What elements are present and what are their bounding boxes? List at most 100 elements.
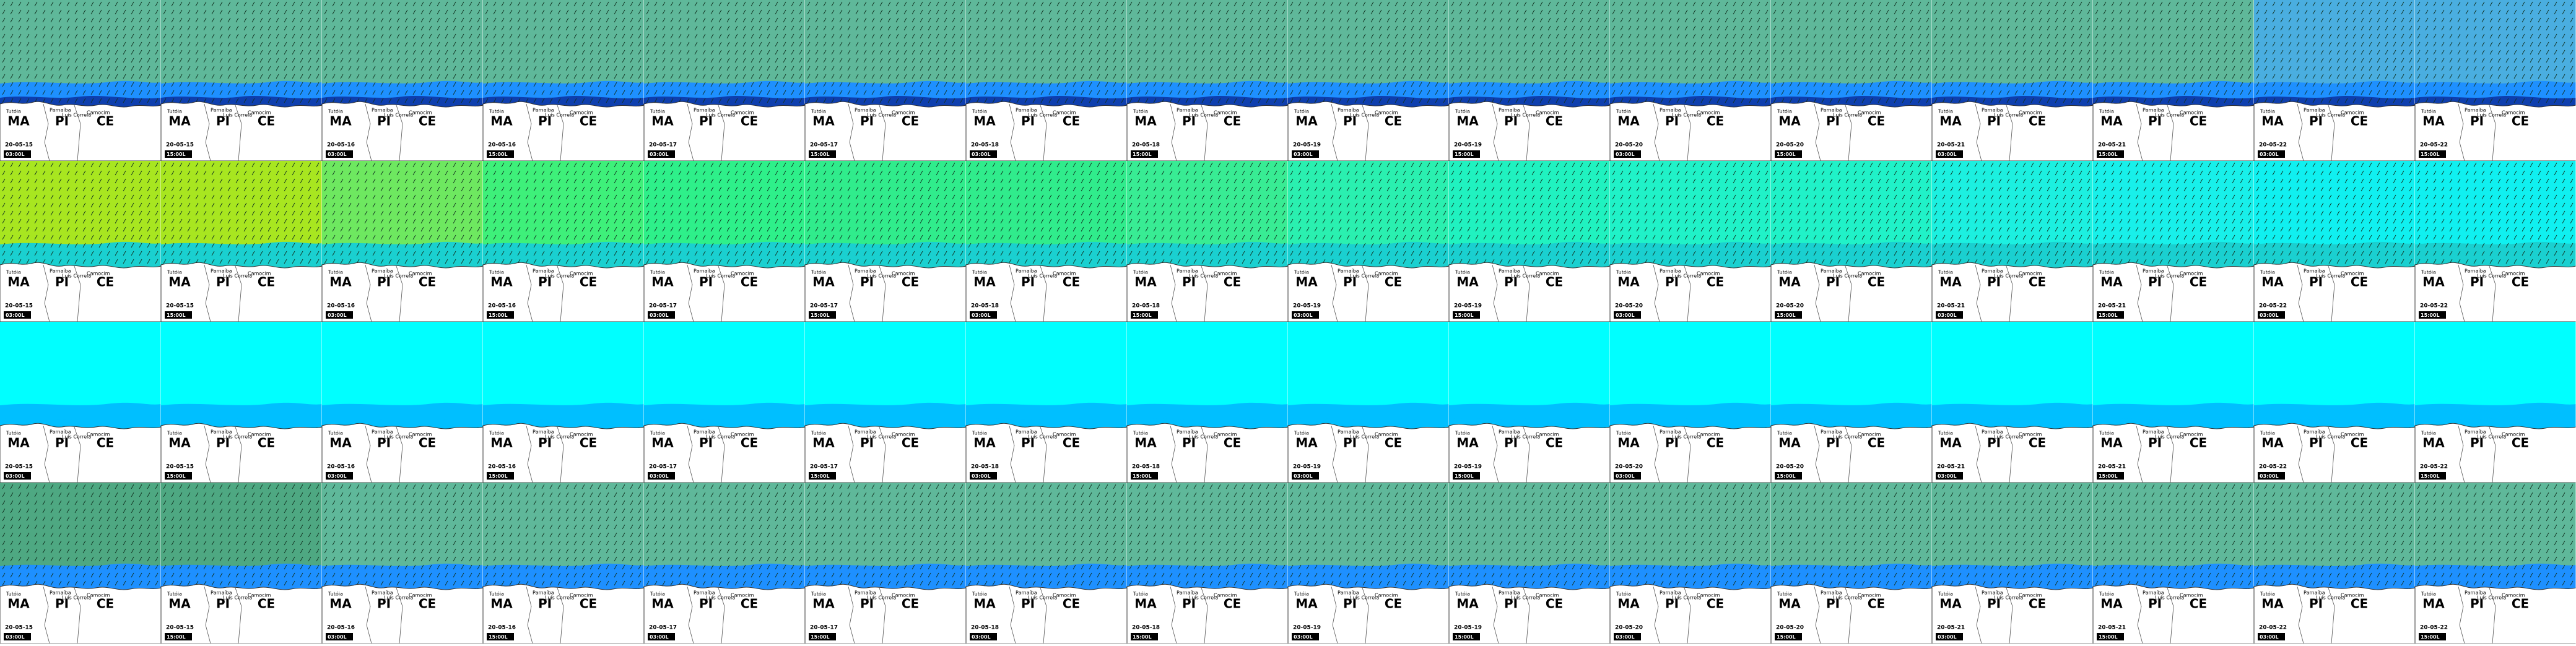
city-label: Tutóia xyxy=(1133,430,1148,436)
state-label: PI xyxy=(2148,275,2162,290)
city-label: Tutóia xyxy=(2421,108,2436,114)
city-label: Parnaíba xyxy=(372,590,393,596)
city-label: Tutóia xyxy=(489,269,504,275)
city-label: Luís Correia xyxy=(867,273,896,279)
panel-time: 03:00L xyxy=(6,634,25,640)
city-label: Camocim xyxy=(1697,271,1720,277)
city-label: Luís Correia xyxy=(706,434,735,440)
wind-arrows xyxy=(1610,161,1771,266)
panel-time: 03:00L xyxy=(650,312,669,318)
time-box xyxy=(1453,472,1480,480)
state-label: MA xyxy=(1939,596,1962,611)
time-box xyxy=(1453,311,1480,319)
land xyxy=(2092,423,2255,483)
panel-time: 15:00L xyxy=(2421,312,2440,318)
panel-time: 03:00L xyxy=(1616,152,1635,157)
land xyxy=(2414,423,2576,483)
city-label: Parnaíba xyxy=(533,429,554,435)
time-box xyxy=(1936,472,1963,480)
city-label: Luís Correia xyxy=(2477,273,2506,279)
state-label: MA xyxy=(490,275,513,290)
time-box xyxy=(2258,472,2285,480)
panel-time: 03:00L xyxy=(1294,634,1313,640)
wind-arrows xyxy=(2254,161,2415,266)
city-label: Tutóia xyxy=(328,269,343,275)
wind-arrows xyxy=(805,483,966,588)
city-label: Tutóia xyxy=(1777,591,1792,597)
state-label: CE xyxy=(1868,436,1885,450)
state-label: PI xyxy=(377,436,391,450)
city-label: Tutóia xyxy=(1294,269,1309,275)
panel-date: 20-05-15 xyxy=(166,625,194,631)
state-border xyxy=(687,425,725,483)
wind-arrows xyxy=(322,483,483,588)
land xyxy=(643,101,806,162)
panel-date: 20-05-19 xyxy=(1454,303,1482,309)
state-label: MA xyxy=(2261,114,2284,129)
city-label: Camocim xyxy=(248,271,271,277)
state-label: CE xyxy=(2512,275,2529,290)
time-box xyxy=(1936,633,1963,640)
panel-date: 20-05-15 xyxy=(5,625,33,631)
land xyxy=(321,423,484,483)
state-label: CE xyxy=(2190,114,2207,129)
city-label: Luís Correia xyxy=(545,273,574,279)
city-label: Camocim xyxy=(731,271,754,277)
city-label: Tutóia xyxy=(6,269,21,275)
city-label: Parnaíba xyxy=(694,108,715,113)
city-label: Parnaíba xyxy=(211,590,232,596)
panel-date: 20-05-15 xyxy=(5,303,33,309)
state-label: CE xyxy=(580,114,597,129)
city-label: Parnaíba xyxy=(1499,590,1520,596)
panel-time: 03:00L xyxy=(6,312,25,318)
state-label: CE xyxy=(580,596,597,611)
city-label: Camocim xyxy=(1214,110,1237,116)
city-label: Tutóia xyxy=(2260,430,2275,436)
wind-arrows xyxy=(2093,483,2254,588)
panel-date: 20-05-17 xyxy=(649,303,677,309)
panel-date: 20-05-22 xyxy=(2259,625,2287,631)
panel-date: 20-05-20 xyxy=(1776,464,1804,470)
city-label: Parnaíba xyxy=(2304,590,2325,596)
city-label: Luís Correia xyxy=(1028,113,1057,118)
city-label: Tutóia xyxy=(489,108,504,114)
state-label: PI xyxy=(2148,114,2162,129)
panel-date: 20-05-20 xyxy=(1776,142,1804,149)
city-label: Tutóia xyxy=(1616,269,1631,275)
city-label: Parnaíba xyxy=(694,590,715,596)
panel-time: 15:00L xyxy=(1455,312,1474,318)
panel-time: 15:00L xyxy=(1133,152,1152,157)
state-label: PI xyxy=(860,596,874,611)
state-label: PI xyxy=(55,436,69,450)
state-label: PI xyxy=(1182,275,1196,290)
wind-arrows xyxy=(2093,161,2254,266)
panel-date: 20-05-17 xyxy=(810,464,838,470)
state-label: CE xyxy=(97,275,114,290)
panel-time: 15:00L xyxy=(811,634,830,640)
state-label: CE xyxy=(2351,436,2368,450)
wind-arrows xyxy=(1127,483,1288,588)
state-label: MA xyxy=(973,275,996,290)
state-label: PI xyxy=(2148,596,2162,611)
panel-time: 03:00L xyxy=(328,152,347,157)
panel-time: 03:00L xyxy=(1294,312,1313,318)
state-label: PI xyxy=(1987,275,2001,290)
city-label: Luís Correia xyxy=(1672,595,1701,601)
state-label: PI xyxy=(2470,436,2484,450)
city-label: Parnaíba xyxy=(855,108,876,113)
city-label: Tutóia xyxy=(1294,430,1309,436)
time-box xyxy=(1614,150,1641,158)
time-box xyxy=(1775,150,1802,158)
state-label: CE xyxy=(1385,436,1402,450)
state-label: PI xyxy=(1665,114,1679,129)
city-label: Parnaíba xyxy=(1499,429,1520,435)
state-label: MA xyxy=(168,114,191,129)
